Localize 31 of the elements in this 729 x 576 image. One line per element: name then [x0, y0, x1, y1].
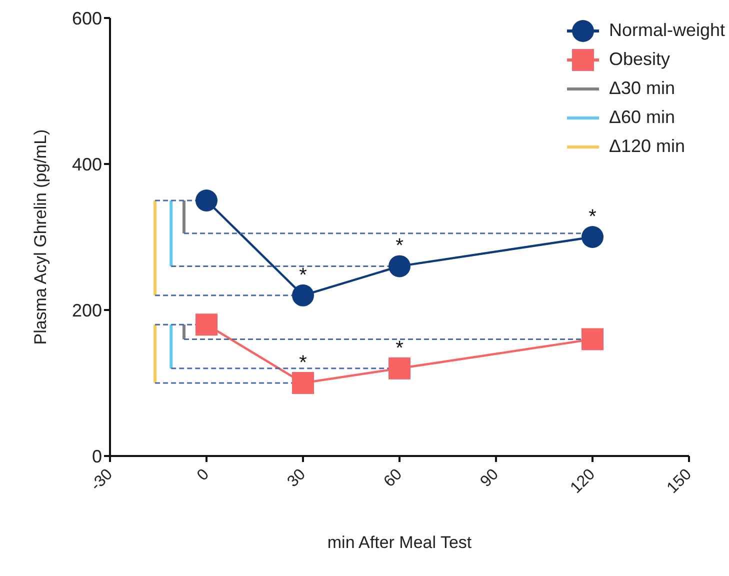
y-tick-label: 0	[92, 446, 102, 466]
x-tick-label: 60	[380, 466, 406, 491]
x-tick-label: 30	[284, 466, 310, 491]
x-tick-label: 150	[664, 466, 696, 497]
x-tick-label: 120	[568, 466, 599, 497]
legend-label: Δ120 min	[608, 136, 686, 157]
point	[582, 328, 604, 350]
point	[388, 255, 410, 278]
y-tick-label: 200	[72, 300, 102, 320]
annotation: *	[299, 352, 308, 374]
point	[388, 357, 410, 380]
x-tick-label: 0	[194, 466, 213, 484]
annotation: *	[588, 206, 597, 228]
y-tick-label: 600	[72, 8, 102, 28]
legend-label: Δ60 min	[608, 107, 676, 128]
annotation: *	[396, 337, 404, 360]
legend-label: Obesity	[608, 49, 670, 70]
y-tick-label: 400	[72, 154, 102, 174]
y-axis-title: Plasma Acyl Ghrelin (pg/mL)	[31, 129, 50, 345]
annotation: *	[396, 235, 404, 258]
point	[582, 226, 604, 248]
legend-label: Δ30 min	[608, 78, 676, 99]
legend-label: Normal-weight	[608, 20, 725, 41]
point	[196, 190, 218, 212]
x-tick-label: 90	[477, 466, 502, 491]
point	[292, 284, 314, 306]
x-axis-title: min After Meal Test	[327, 533, 472, 552]
point	[292, 372, 314, 394]
annotation: *	[299, 264, 308, 286]
x-tick-label: -30	[88, 466, 116, 494]
point	[196, 314, 218, 336]
